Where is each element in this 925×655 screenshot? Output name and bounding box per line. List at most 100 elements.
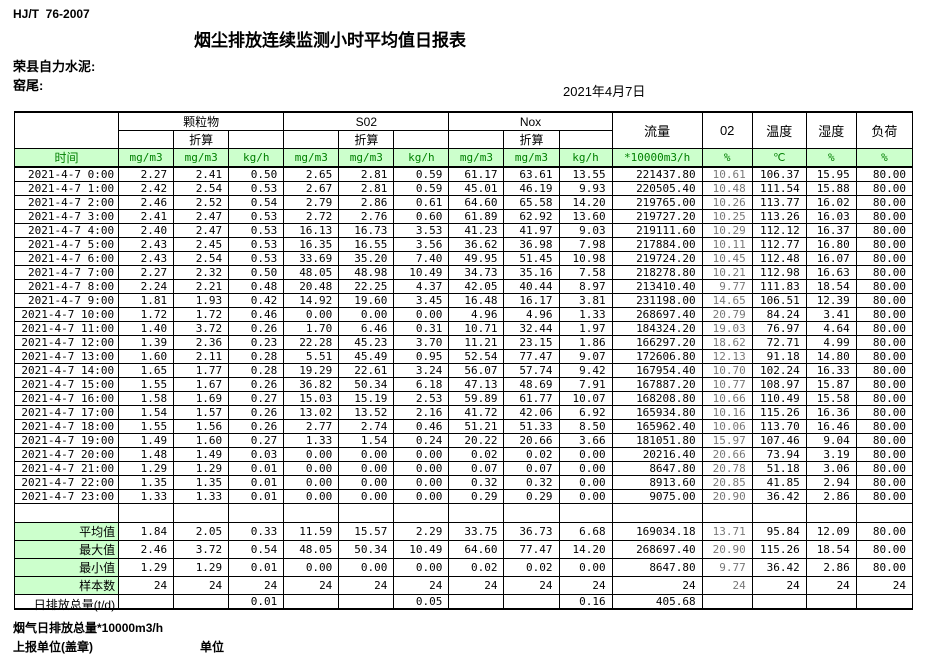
summary-value-cell: 0.00: [338, 558, 395, 577]
summary-label-cell: 日排放总量(t/d): [13, 594, 120, 612]
value-cell: 2.94: [805, 475, 857, 490]
time-cell: 2021-4-7 11:00: [13, 321, 120, 336]
value-cell: 1.65: [118, 363, 175, 378]
empty-cell: [503, 503, 560, 523]
value-cell: 1.39: [118, 335, 175, 350]
summary-value-cell: [805, 594, 857, 610]
group-header-particulate: 颗粒物: [118, 111, 285, 131]
value-cell: 111.54: [751, 181, 807, 196]
value-cell: 0.03: [228, 447, 285, 462]
value-cell: 0.28: [228, 363, 285, 378]
value-cell: 2.67: [283, 181, 340, 196]
summary-label: 平均值: [79, 525, 116, 539]
value-cell: 57.74: [503, 363, 560, 378]
summary-value-cell: 8647.80: [611, 558, 703, 577]
value-cell: 115.26: [751, 405, 807, 420]
value-cell: 51.21: [448, 419, 505, 434]
summary-value-cell: 1.29: [118, 558, 175, 577]
value-cell: 46.19: [503, 181, 560, 196]
value-cell: 80.00: [855, 405, 914, 420]
summary-value-cell: 33.75: [448, 522, 505, 541]
value-cell: 91.18: [751, 349, 807, 364]
empty-cell: [173, 503, 230, 523]
value-cell: 19.29: [283, 363, 340, 378]
value-cell: 80.00: [855, 195, 914, 210]
time-cell: 2021-4-7 0:00: [13, 166, 120, 182]
value-cell: 16.13: [283, 223, 340, 238]
unit-cell: mg/m3: [173, 148, 230, 168]
value-cell: 2.86: [338, 195, 395, 210]
value-cell: 3.56: [393, 237, 450, 252]
value-cell: 36.82: [283, 377, 340, 392]
summary-value-cell: 24: [338, 576, 395, 595]
value-cell: 64.60: [448, 195, 505, 210]
value-cell: 1.93: [173, 293, 230, 308]
value-cell: 45.23: [338, 335, 395, 350]
value-cell: 72.71: [751, 335, 807, 350]
value-cell: 2.52: [173, 195, 230, 210]
summary-value-cell: 64.60: [448, 540, 505, 559]
value-cell: 0.01: [228, 475, 285, 490]
summary-value-cell: 2.46: [118, 540, 175, 559]
value-cell: 45.49: [338, 349, 395, 364]
value-cell: 217884.00: [611, 237, 703, 252]
time-cell: 2021-4-7 21:00: [13, 461, 120, 476]
value-cell: 10.71: [448, 321, 505, 336]
table-row: 2021-4-7 22:00 1.35 1.35 0.01 0.00 0.00 0.00 0.…: [13, 475, 914, 490]
value-cell: 13.60: [558, 209, 613, 224]
time-column-header: 时间: [13, 148, 120, 168]
value-cell: 13.52: [338, 405, 395, 420]
unit-cell: kg/h: [228, 148, 285, 168]
summary-value-cell: 50.34: [338, 540, 395, 559]
value-cell: 80.00: [855, 349, 914, 364]
table-row: 2021-4-7 0:00 2.27 2.41 0.50 2.65 2.81 0.59 61.…: [13, 166, 914, 182]
summary-value-cell: 11.59: [283, 522, 340, 541]
value-cell: 0.01: [228, 489, 285, 504]
empty-cell: [855, 503, 914, 523]
value-cell: 0.00: [283, 447, 340, 462]
flue-gas-total-label: 烟气日排放总量*10000m3/h: [13, 621, 164, 635]
summary-row-total: 日排放总量(t/d) 0.01 0.05 0.16 405.68: [13, 594, 914, 612]
value-cell: 80.00: [855, 321, 914, 336]
value-cell: 4.96: [503, 307, 560, 322]
value-cell: 2.24: [118, 279, 175, 294]
value-cell: 14.80: [805, 349, 857, 364]
value-cell: 20.66: [701, 447, 753, 462]
table-row: 2021-4-7 2:00 2.46 2.52 0.54 2.79 2.86 0.61 64.…: [13, 195, 914, 210]
value-cell: 15.88: [805, 181, 857, 196]
group-header-nox: Nox: [448, 111, 613, 131]
value-cell: 10.48: [701, 181, 753, 196]
summary-label-cell: 最小值: [13, 558, 120, 577]
value-cell: 35.20: [338, 251, 395, 266]
value-cell: 0.50: [228, 265, 285, 280]
value-cell: 48.69: [503, 377, 560, 392]
value-cell: 1.60: [173, 433, 230, 448]
value-cell: 5.51: [283, 349, 340, 364]
value-cell: 10.49: [393, 265, 450, 280]
value-cell: 7.98: [558, 237, 613, 252]
value-cell: 181051.80: [611, 433, 703, 448]
report-date: 2021年4月7日: [563, 84, 646, 99]
value-cell: 3.41: [805, 307, 857, 322]
value-cell: 1.33: [173, 489, 230, 504]
value-cell: 7.40: [393, 251, 450, 266]
summary-value-cell: [338, 594, 395, 610]
value-cell: 0.00: [558, 475, 613, 490]
value-cell: 34.73: [448, 265, 505, 280]
value-cell: 1.33: [558, 307, 613, 322]
value-cell: 36.62: [448, 237, 505, 252]
summary-value-cell: 24: [805, 576, 857, 595]
unit-cell: mg/m3: [503, 148, 560, 168]
value-cell: 9.04: [805, 433, 857, 448]
value-cell: 2.16: [393, 405, 450, 420]
value-cell: 219727.20: [611, 209, 703, 224]
group-header-so2: S02: [283, 111, 450, 131]
value-cell: 2.11: [173, 349, 230, 364]
summary-value-cell: 169034.18: [611, 522, 703, 541]
value-cell: 0.00: [338, 307, 395, 322]
table-row: 2021-4-7 23:00 1.33 1.33 0.01 0.00 0.00 0.00 0.…: [13, 489, 914, 504]
summary-value-cell: 24: [448, 576, 505, 595]
value-cell: 6.46: [338, 321, 395, 336]
value-cell: 0.02: [503, 447, 560, 462]
summary-value-cell: 2.29: [393, 522, 450, 541]
